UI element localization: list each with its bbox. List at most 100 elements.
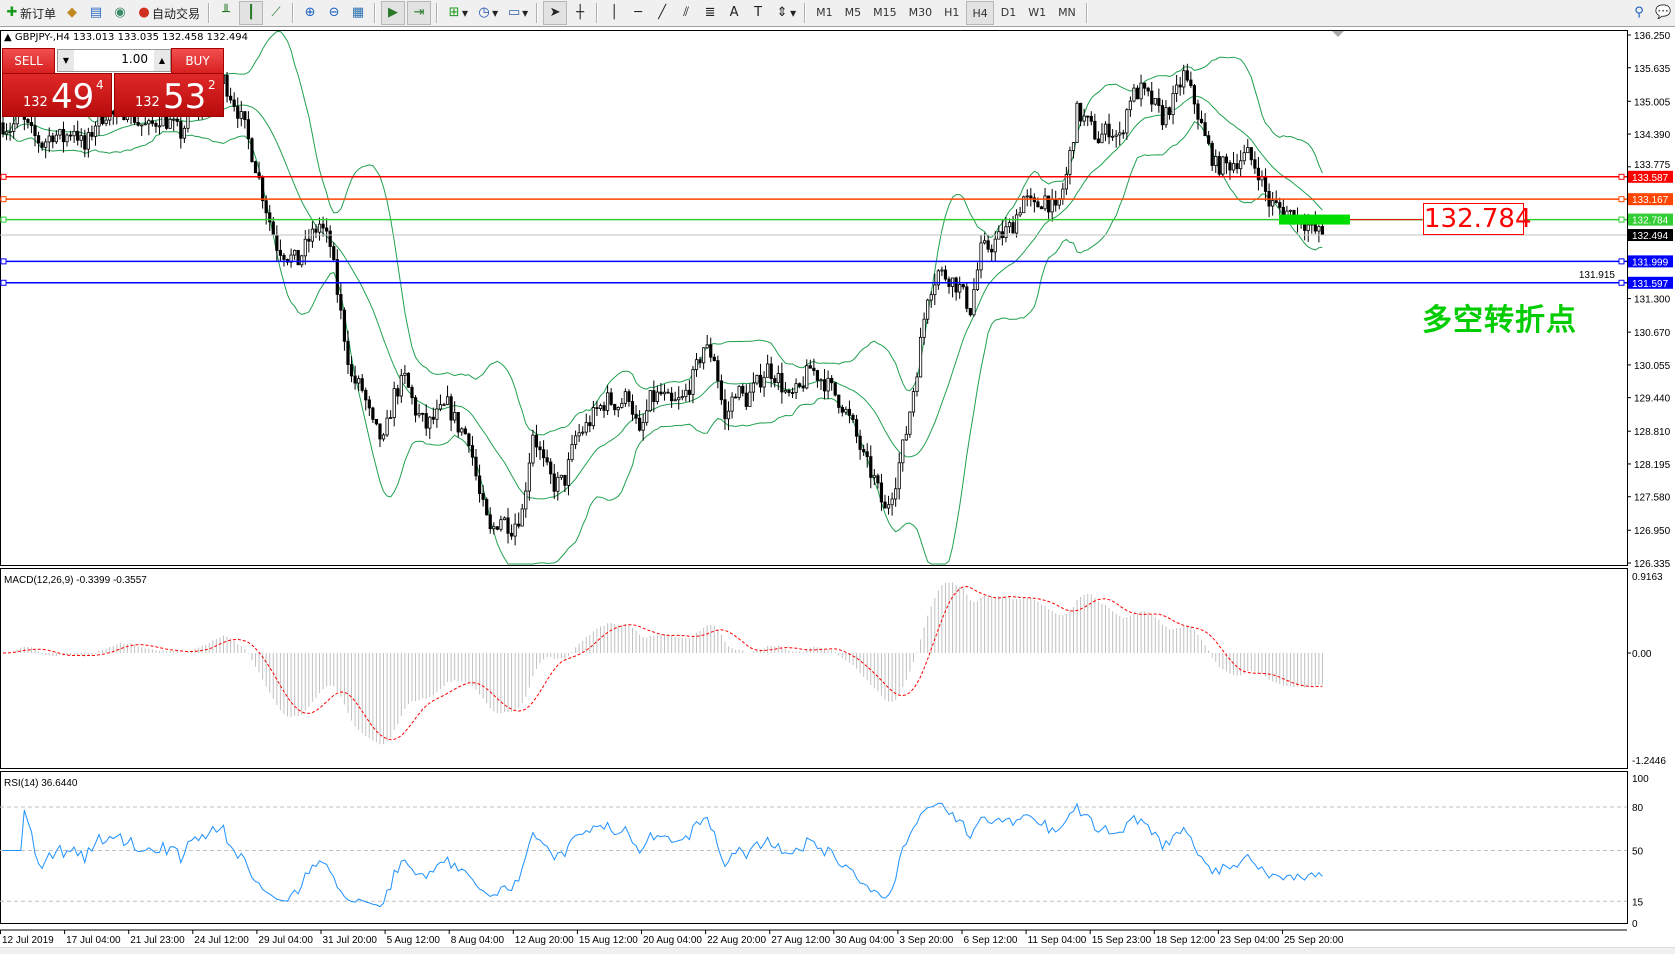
ask-price-button[interactable]: 132 53 2 [114, 73, 224, 117]
candle-body [694, 359, 699, 371]
level-handle[interactable] [0, 216, 7, 223]
time-tick-label: 21 Jul 23:00 [130, 935, 185, 946]
level-handle[interactable] [0, 258, 7, 265]
lot-value[interactable]: 1.00 [121, 52, 148, 66]
ask-prefix: 132 [135, 95, 160, 110]
candle-body [481, 493, 485, 500]
navigator-icon: ▤ [89, 5, 103, 20]
candle-body [261, 177, 265, 202]
candle-body [972, 289, 976, 316]
equidistant-channel-button[interactable]: ⫽ [675, 2, 697, 24]
chart-window[interactable]: 136.250 135.635 135.005 134.390 133.775 131.9… [0, 27, 1675, 947]
text-label-button[interactable]: T [747, 2, 769, 24]
candle-body [979, 242, 983, 271]
pivot-marker-block[interactable] [1279, 214, 1350, 225]
candle-body [894, 488, 898, 500]
timeframe-h4[interactable]: H4 [966, 1, 994, 25]
cursor-button[interactable]: ➤ [543, 1, 568, 25]
chart-shift-button[interactable]: ⇥ [407, 1, 432, 25]
timeframe-w1[interactable]: W1 [1028, 5, 1047, 19]
line-chart-button[interactable]: ⟋ [265, 2, 287, 24]
templates-button[interactable]: ▭ ▾ [507, 5, 529, 20]
horizontal-line-button[interactable]: ─ [627, 2, 649, 24]
timeframe-m5[interactable]: M5 [844, 5, 862, 19]
zoom-in-button[interactable]: ⊕ [299, 2, 321, 24]
timeframe-d1[interactable]: D1 [1000, 5, 1017, 19]
timeframe-mn[interactable]: MN [1058, 5, 1076, 19]
candle-body [584, 422, 588, 433]
periods-button[interactable]: ◷ ▾ [473, 2, 501, 24]
chart-shift-marker[interactable] [1332, 31, 1344, 37]
candle-body [417, 412, 421, 416]
time-tick-label: 27 Aug 12:00 [771, 935, 830, 946]
candle-body [1242, 152, 1246, 162]
vertical-line-button[interactable]: │ [603, 2, 625, 24]
candle-body [883, 501, 887, 509]
tile-windows-button[interactable]: ▦ [347, 2, 369, 24]
timeframe-m1[interactable]: M1 [816, 5, 833, 19]
level-handle[interactable] [1618, 216, 1625, 223]
rsi-panel[interactable] [0, 771, 1628, 924]
pivot-point-text[interactable]: 多空转折点 [1422, 303, 1577, 338]
lot-decrease-button[interactable]: ▼ [58, 50, 74, 71]
sell-button[interactable]: SELL [2, 48, 55, 74]
market-watch-button[interactable]: ◆ [61, 2, 83, 24]
lot-increase-button[interactable]: ▲ [154, 50, 170, 71]
level-handle[interactable] [0, 196, 7, 203]
autoscroll-button[interactable]: ▶ [381, 1, 406, 25]
arrows-button[interactable]: ⇕ ▾ [771, 2, 799, 24]
crosshair-button[interactable]: ┼ [569, 2, 591, 24]
pivot-level-label[interactable]: 132.784 [1423, 203, 1532, 235]
new-order-button[interactable]: ✚ 新订单 [1, 2, 59, 24]
level-handle[interactable] [1618, 279, 1625, 286]
candle-body [826, 377, 830, 392]
zoom-out-button[interactable]: ⊖ [323, 2, 345, 24]
candlestick-button[interactable]: ┃ [239, 1, 264, 25]
timeframe-m30[interactable]: M30 [908, 5, 933, 19]
candle-body [869, 456, 873, 478]
level-handle[interactable] [0, 279, 7, 286]
candle-body [477, 475, 482, 494]
candle-body [908, 411, 912, 435]
candle-body [268, 212, 272, 223]
auto-trading-button[interactable]: ● 自动交易 [133, 2, 203, 24]
line-chart-icon: ⟋ [271, 5, 281, 20]
fibonacci-button[interactable]: ≣ [699, 2, 721, 24]
candle-body [751, 382, 756, 393]
lot-size-field[interactable]: ▼ 1.00 ▲ [57, 49, 171, 72]
level-handle[interactable] [1618, 196, 1625, 203]
candle-body [410, 386, 414, 399]
level-handle[interactable] [0, 173, 7, 180]
candle-body [844, 408, 848, 413]
price-level-tag [1628, 229, 1673, 242]
indicators-button[interactable]: ⊞ ▾ [443, 2, 471, 24]
search-button[interactable]: ⚲ [1628, 2, 1650, 24]
buy-button[interactable]: BUY [171, 48, 224, 74]
level-handle[interactable] [1618, 258, 1625, 265]
candle-body [1068, 150, 1072, 175]
candle-body [865, 451, 869, 458]
text-button[interactable]: A [723, 2, 745, 24]
navigator-button[interactable]: ▤ [85, 2, 107, 24]
chat-button[interactable]: 💬 [1652, 2, 1674, 24]
macd-panel[interactable] [0, 568, 1628, 769]
collapse-icon[interactable]: ▲ [4, 32, 15, 43]
trendline-button[interactable]: ╱ [651, 2, 673, 24]
candle-body [1303, 223, 1307, 231]
candle-body [1061, 188, 1065, 200]
timeframe-m15[interactable]: M15 [873, 5, 897, 19]
candle-body [517, 523, 521, 527]
candle-body [29, 122, 34, 127]
timeframe-h1[interactable]: H1 [944, 5, 960, 19]
main-price-panel[interactable] [0, 30, 1628, 566]
candle-body [1128, 100, 1132, 111]
candle-body [1100, 133, 1104, 144]
candle-body [570, 444, 574, 461]
signals-button[interactable]: ◉ [109, 2, 131, 24]
candle-body [339, 294, 343, 311]
candle-body [175, 118, 179, 122]
bid-price-button[interactable]: 132 49 4 [2, 73, 112, 117]
new-order-label: 新订单 [20, 6, 57, 21]
bar-chart-button[interactable]: ╨ [215, 2, 237, 24]
level-handle[interactable] [1618, 173, 1625, 180]
